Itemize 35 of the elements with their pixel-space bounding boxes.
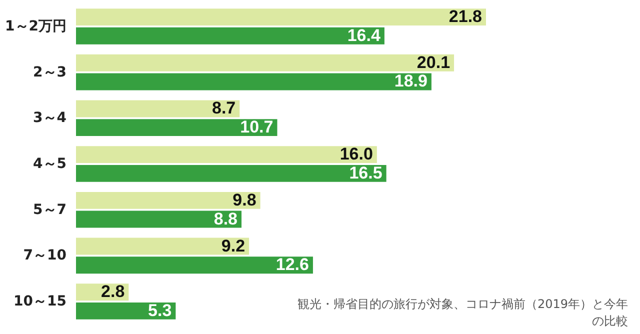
bar: [76, 238, 250, 255]
data-label: 2.8: [101, 282, 125, 302]
data-label: 9.2: [221, 236, 246, 256]
y-tick-label: 4～5: [33, 156, 66, 172]
data-label: 21.8: [448, 7, 482, 26]
data-label: 8.7: [212, 98, 236, 118]
y-tick-label: 5～7: [33, 202, 66, 218]
data-label: 10.7: [240, 118, 274, 137]
annotation: 観光・帰省目的の旅行が対象、コロナ禍前（2019年）と今年の比較: [296, 296, 628, 330]
bar: [76, 119, 278, 136]
bar: [76, 192, 260, 209]
bar: [76, 54, 454, 72]
bar: [76, 164, 386, 182]
data-label: 8.8: [214, 209, 238, 228]
bar: [76, 27, 384, 44]
data-label: 9.8: [232, 190, 256, 210]
y-tick-label: 10～15: [14, 294, 66, 310]
bar: [76, 146, 377, 164]
data-label: 16.4: [347, 26, 381, 45]
y-tick-label: 1～2万円: [5, 18, 66, 34]
data-label: 18.9: [394, 72, 428, 91]
bar: [76, 210, 242, 228]
bar: [76, 302, 176, 320]
data-label: 16.5: [349, 163, 382, 182]
data-label: 5.3: [148, 300, 172, 320]
data-label: 20.1: [416, 52, 450, 72]
data-label: 12.6: [276, 255, 309, 274]
y-tick-label: 3～4: [33, 110, 67, 126]
bar: [76, 256, 313, 274]
bar: [76, 8, 486, 26]
bar: [76, 73, 432, 90]
y-tick-label: 7～10: [23, 248, 67, 264]
bar: [76, 100, 240, 118]
data-label: 16.0: [340, 144, 373, 164]
y-tick-label: 2～3: [33, 64, 66, 80]
